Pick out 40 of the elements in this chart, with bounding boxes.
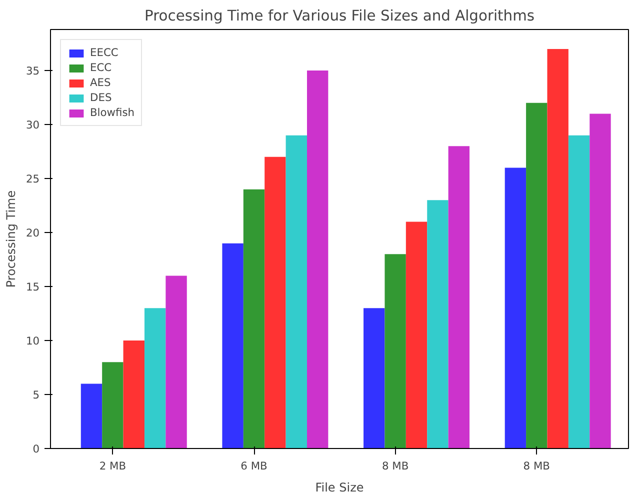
y-axis-title: Processing Time xyxy=(4,190,18,288)
y-tick-label: 5 xyxy=(32,388,40,402)
bar xyxy=(448,146,470,448)
x-tick-label: 8 MB xyxy=(382,460,409,472)
x-tick-label: 6 MB xyxy=(240,460,268,472)
legend-label: AES xyxy=(90,76,111,89)
y-tick-label: 0 xyxy=(32,442,40,456)
bar xyxy=(427,200,448,448)
bar xyxy=(590,114,611,448)
bar xyxy=(102,362,124,448)
bar xyxy=(222,243,244,448)
legend-label: EECC xyxy=(90,46,118,59)
y-tick-label: 15 xyxy=(26,280,40,294)
bar xyxy=(144,308,166,448)
bar xyxy=(264,156,286,448)
y-tick-label: 10 xyxy=(26,334,40,348)
bar xyxy=(526,102,548,448)
y-tick-label: 20 xyxy=(26,226,40,240)
legend-label: Blowfish xyxy=(90,106,135,119)
legend-label: ECC xyxy=(90,61,112,74)
bar xyxy=(286,135,307,448)
y-tick-label: 25 xyxy=(26,172,40,186)
y-tick-label: 30 xyxy=(26,118,40,132)
x-tick-label: 2 MB xyxy=(99,460,126,472)
legend-label: DES xyxy=(90,91,112,104)
x-tick-label: 8 MB xyxy=(523,460,550,472)
y-tick-label: 35 xyxy=(26,64,40,78)
bar xyxy=(568,135,590,448)
bar xyxy=(123,340,144,448)
bar xyxy=(306,70,328,448)
bar xyxy=(243,189,265,448)
bar xyxy=(547,48,568,448)
bar xyxy=(406,222,428,448)
bar xyxy=(80,384,102,448)
bar xyxy=(504,168,526,448)
bar xyxy=(364,308,385,448)
bar xyxy=(166,276,187,448)
x-axis-title: File Size xyxy=(315,480,364,494)
bar xyxy=(384,254,406,448)
chart-title: Processing Time for Various File Sizes and Algorithms xyxy=(144,8,535,24)
